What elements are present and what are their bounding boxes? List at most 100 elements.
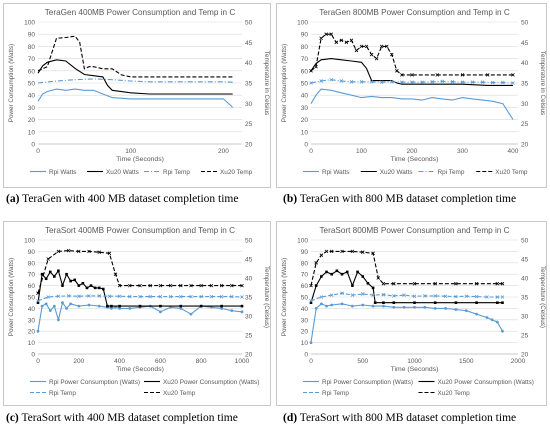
x-tick-label: 300 — [457, 148, 468, 155]
y2-tick-label: 20 — [245, 352, 253, 359]
data-point — [107, 251, 112, 256]
data-point — [85, 286, 89, 290]
data-point — [138, 304, 142, 308]
x-tick-label: 2000 — [511, 358, 526, 365]
data-point — [371, 286, 375, 290]
data-point — [340, 249, 344, 254]
data-point — [148, 294, 152, 299]
y2-tick-label: 20 — [521, 142, 529, 149]
series-line-4 — [37, 35, 233, 78]
data-point — [329, 32, 333, 36]
chart-svg: TeraSort 800MB Power Consumption and Tem… — [281, 226, 546, 397]
data-point — [230, 283, 234, 288]
data-point — [69, 279, 72, 283]
data-point — [66, 294, 71, 298]
data-point — [77, 284, 81, 287]
y-tick-label: 60 — [301, 68, 309, 75]
data-point — [118, 307, 121, 310]
series-line-4 — [310, 33, 513, 76]
data-point — [158, 283, 163, 288]
caption-b-text: TeraGen with 800 MB dataset completion t… — [299, 193, 517, 205]
y2-tick-label: 35 — [521, 295, 529, 302]
data-point — [400, 73, 404, 77]
data-point — [433, 307, 437, 310]
data-point — [101, 287, 105, 291]
data-point — [450, 79, 455, 84]
chart-title: TeraSort 400MB Power Consumption and Tem… — [45, 226, 235, 235]
data-point — [219, 294, 224, 299]
y2-axis-label: Temperature (Celsius) — [263, 266, 270, 328]
y-axis-label: Power Consumption (Watts) — [8, 258, 15, 337]
data-point — [93, 286, 97, 290]
data-point — [44, 302, 48, 306]
y-tick-label: 30 — [301, 317, 309, 324]
chart-title: TeraGen 400MB Power Consumption and Temp… — [45, 8, 236, 17]
y2-tick-label: 25 — [521, 333, 529, 340]
data-point — [77, 249, 81, 254]
data-point — [382, 301, 385, 304]
y2-tick-label: 20 — [245, 142, 253, 149]
data-point — [369, 52, 374, 57]
data-point — [44, 277, 48, 281]
y2-tick-label: 25 — [521, 121, 529, 128]
series-line-2 — [37, 269, 242, 307]
series-line-1 — [37, 301, 243, 332]
series-line-2 — [37, 59, 233, 95]
y-tick-label: 50 — [28, 295, 36, 302]
y2-tick-label: 35 — [245, 295, 253, 302]
data-point — [230, 309, 234, 313]
y2-axis-label: Temperature (Celsius) — [539, 266, 546, 328]
caption-d-label: (d) — [283, 412, 298, 424]
data-point — [412, 281, 417, 286]
data-point — [356, 270, 359, 274]
series-line-4 — [310, 250, 503, 286]
data-point — [189, 312, 193, 316]
data-point — [309, 301, 313, 304]
data-point — [485, 73, 490, 77]
data-point — [97, 294, 101, 298]
data-point — [209, 294, 214, 299]
data-point — [148, 283, 152, 288]
data-point — [314, 307, 318, 310]
data-point — [369, 79, 374, 84]
data-point — [56, 249, 61, 254]
data-point — [309, 81, 313, 85]
y-tick-label: 70 — [301, 272, 309, 279]
legend-label: Xu20 Temp — [438, 390, 471, 397]
data-point — [179, 283, 183, 288]
data-point — [412, 294, 417, 299]
caption-c: (c) TeraSort with 400 MB dataset complet… — [6, 412, 238, 424]
y2-tick-label: 20 — [521, 352, 529, 359]
y-tick-label: 90 — [301, 32, 309, 39]
data-point — [220, 307, 224, 310]
data-point — [128, 294, 132, 299]
data-point — [440, 79, 445, 84]
data-point — [340, 291, 344, 295]
y2-tick-label: 30 — [521, 314, 529, 321]
data-point — [339, 79, 344, 83]
data-point — [495, 320, 499, 324]
data-point — [168, 283, 173, 288]
data-point — [371, 251, 375, 256]
chart-panel-d: TeraSort 800MB Power Consumption and Tem… — [276, 221, 547, 406]
legend-label: Xu20 Temp — [163, 390, 196, 397]
series-line-4 — [37, 250, 242, 294]
data-point — [334, 40, 339, 45]
y2-tick-label: 25 — [245, 121, 253, 128]
y2-tick-label: 25 — [245, 333, 253, 340]
data-point — [69, 302, 73, 306]
data-point — [46, 295, 50, 299]
y-tick-label: 100 — [297, 20, 308, 27]
y-tick-label: 50 — [301, 295, 309, 302]
y2-tick-label: 40 — [245, 276, 253, 283]
data-point — [392, 305, 396, 309]
y2-tick-label: 50 — [521, 20, 529, 27]
data-point — [360, 292, 365, 296]
data-point — [309, 69, 313, 73]
data-point — [340, 302, 344, 306]
data-point — [329, 293, 334, 297]
data-point — [413, 305, 416, 309]
legend-label: Rpi Temp — [49, 390, 76, 397]
data-point — [443, 294, 448, 299]
data-point — [474, 294, 479, 299]
